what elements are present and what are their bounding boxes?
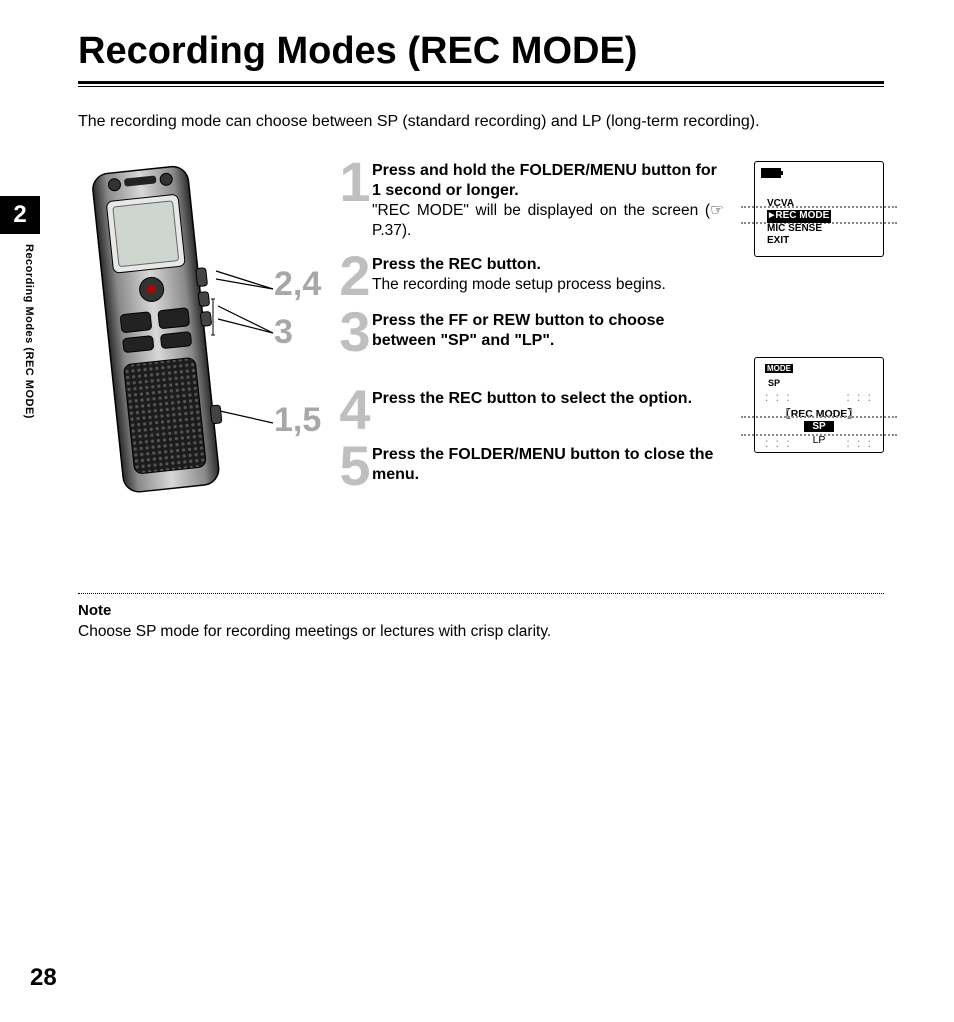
lcd-mode-label: 〖REC MODE〗 [755, 406, 883, 421]
step-title: Press and hold the FOLDER/MENU button fo… [372, 161, 724, 201]
side-running-head: Recording Modes (REC MODE) [23, 244, 35, 419]
step-number: 4 [338, 389, 372, 431]
lcd-screen-recmode: MODE SP : : : : : : 〖REC MODE〗 SP LP : :… [754, 357, 884, 453]
callout-2-4: 2,4 [274, 265, 321, 304]
callout-3: 3 [274, 313, 293, 352]
step-title: Press the REC button. [372, 255, 724, 275]
step-4: 4 Press the REC button to select the opt… [338, 389, 724, 431]
step-number: 5 [338, 445, 372, 487]
step-subtext: "REC MODE" will be displayed on the scre… [372, 201, 724, 241]
step-number: 2 [338, 255, 372, 297]
lcd-menu-item: MIC SENSE [767, 223, 831, 235]
step-2: 2 Press the REC button. The recording mo… [338, 255, 724, 297]
battery-icon [761, 168, 781, 178]
note-heading: Note [78, 602, 894, 619]
step-number: 3 [338, 311, 372, 353]
lcd-menu-item: EXIT [767, 235, 831, 247]
divider [78, 593, 884, 594]
chapter-tab: 2 [0, 196, 40, 234]
lcd-top-value: SP [768, 378, 780, 388]
note-body: Choose SP mode for recording meetings or… [78, 623, 894, 641]
step-subtext: The recording mode setup process begins. [372, 275, 724, 295]
step-1: 1 Press and hold the FOLDER/MENU button … [338, 161, 724, 241]
device-illustration: 2,4 3 1,5 [78, 161, 338, 553]
lcd-menu-item: VCVA [767, 198, 831, 210]
step-title: Press the FOLDER/MENU button to close th… [372, 445, 724, 485]
recorder-svg [78, 161, 238, 501]
step-title: Press the FF or REW button to choose bet… [372, 311, 724, 351]
intro-text: The recording mode can choose between SP… [78, 113, 894, 131]
lcd-screen-menu: VCVA REC MODE MIC SENSE EXIT [754, 161, 884, 257]
lcd-option-selected: SP [755, 420, 883, 432]
page-title: Recording Modes (REC MODE) [78, 30, 894, 73]
title-underline [78, 81, 884, 87]
step-number: 1 [338, 161, 372, 241]
lcd-mode-badge: MODE [765, 364, 793, 373]
step-5: 5 Press the FOLDER/MENU button to close … [338, 445, 724, 487]
page-number: 28 [30, 964, 57, 992]
steps-list: 1 Press and hold the FOLDER/MENU button … [338, 161, 734, 553]
step-title: Press the REC button to select the optio… [372, 389, 724, 409]
lcd-menu-item-selected: REC MODE [767, 210, 831, 223]
lcd-screens: VCVA REC MODE MIC SENSE EXIT MODE SP : :… [754, 161, 894, 553]
step-3: 3 Press the FF or REW button to choose b… [338, 311, 724, 353]
callout-1-5: 1,5 [274, 401, 321, 440]
